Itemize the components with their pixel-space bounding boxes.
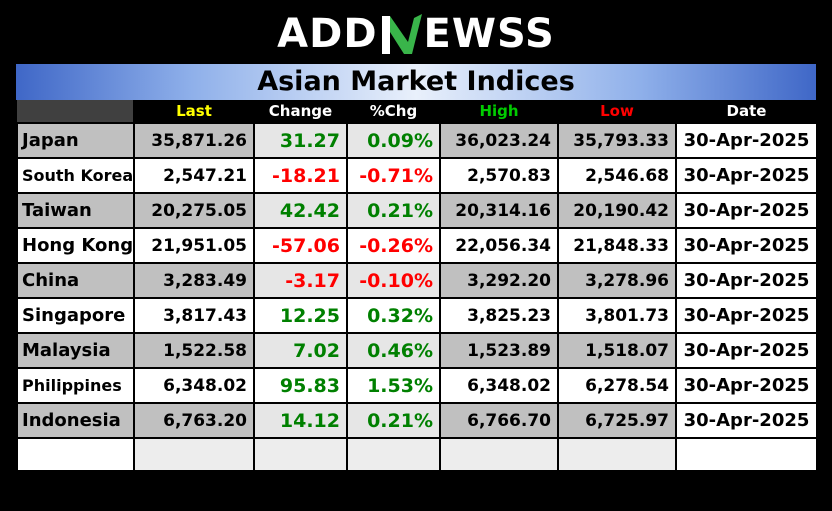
logo-text-right: EWSS <box>423 11 555 57</box>
cell-index-name: Taiwan <box>16 192 135 229</box>
table-row: South Korea 2,547.21 -18.21 -0.71% 2,570.83 2… <box>16 157 818 194</box>
cell-low: 6,278.54 <box>557 367 677 404</box>
empty-cell <box>253 437 348 472</box>
cell-date: 30-Apr-2025 <box>675 297 818 334</box>
cell-low: 35,793.33 <box>557 122 677 159</box>
header-low: Low <box>558 100 677 123</box>
cell-date: 30-Apr-2025 <box>675 192 818 229</box>
cell-last: 20,275.05 <box>133 192 255 229</box>
table-row: Indonesia 6,763.20 14.12 0.21% 6,766.70 6,725… <box>16 402 818 439</box>
table-row: Taiwan 20,275.05 42.42 0.21% 20,314.16 20,190… <box>16 192 818 229</box>
empty-cell <box>16 437 135 472</box>
cell-date: 30-Apr-2025 <box>675 262 818 299</box>
logo-text-left: ADD <box>277 11 378 57</box>
cell-date: 30-Apr-2025 <box>675 402 818 439</box>
table-title: Asian Market Indices <box>16 64 816 100</box>
empty-cell <box>675 437 818 472</box>
cell-last: 6,348.02 <box>133 367 255 404</box>
cell-pct-change: -0.26% <box>346 227 441 264</box>
cell-index-name: Philippines <box>16 367 135 404</box>
cell-pct-change: -0.10% <box>346 262 441 299</box>
cell-low: 3,801.73 <box>557 297 677 334</box>
cell-low: 6,725.97 <box>557 402 677 439</box>
cell-change: 14.12 <box>253 402 348 439</box>
empty-cell <box>439 437 559 472</box>
empty-cell <box>557 437 677 472</box>
cell-high: 20,314.16 <box>439 192 559 229</box>
cell-last: 35,871.26 <box>133 122 255 159</box>
cell-change: -18.21 <box>253 157 348 194</box>
cell-high: 2,570.83 <box>439 157 559 194</box>
cell-index-name: Indonesia <box>16 402 135 439</box>
cell-date: 30-Apr-2025 <box>675 227 818 264</box>
cell-pct-change: -0.71% <box>346 157 441 194</box>
cell-high: 36,023.24 <box>439 122 559 159</box>
cell-index-name: Malaysia <box>16 332 135 369</box>
cell-last: 3,283.49 <box>133 262 255 299</box>
cell-high: 3,825.23 <box>439 297 559 334</box>
cell-change: 7.02 <box>253 332 348 369</box>
header-high: High <box>440 100 559 123</box>
cell-index-name: China <box>16 262 135 299</box>
cell-last: 21,951.05 <box>133 227 255 264</box>
indices-table: Last Change %Chg High Low Date Japan 35,8… <box>16 100 818 472</box>
header-change: Change <box>254 100 348 123</box>
cell-change: 95.83 <box>253 367 348 404</box>
cell-date: 30-Apr-2025 <box>675 157 818 194</box>
cell-pct-change: 0.46% <box>346 332 441 369</box>
cell-last: 3,817.43 <box>133 297 255 334</box>
cell-change: 42.42 <box>253 192 348 229</box>
table-row: Philippines 6,348.02 95.83 1.53% 6,348.02 6,2… <box>16 367 818 404</box>
cell-low: 20,190.42 <box>557 192 677 229</box>
cell-date: 30-Apr-2025 <box>675 332 818 369</box>
cell-pct-change: 0.09% <box>346 122 441 159</box>
table-row: Hong Kong 21,951.05 -57.06 -0.26% 22,056.34 2… <box>16 227 818 264</box>
header-last: Last <box>134 100 255 123</box>
cell-last: 2,547.21 <box>133 157 255 194</box>
cell-high: 22,056.34 <box>439 227 559 264</box>
empty-cell <box>133 437 255 472</box>
cell-high: 1,523.89 <box>439 332 559 369</box>
header-pct-change: %Chg <box>347 100 441 123</box>
empty-cell <box>346 437 441 472</box>
header-corner <box>17 100 135 123</box>
cell-index-name: Hong Kong <box>16 227 135 264</box>
addnewss-logo: ADD EWSS <box>0 4 832 64</box>
cell-change: -3.17 <box>253 262 348 299</box>
cell-pct-change: 0.32% <box>346 297 441 334</box>
cell-high: 6,766.70 <box>439 402 559 439</box>
table-body: Japan 35,871.26 31.27 0.09% 36,023.24 35,793.… <box>16 122 818 472</box>
cell-index-name: Singapore <box>16 297 135 334</box>
cell-index-name: Japan <box>16 122 135 159</box>
cell-low: 21,848.33 <box>557 227 677 264</box>
cell-pct-change: 1.53% <box>346 367 441 404</box>
cell-low: 3,278.96 <box>557 262 677 299</box>
logo-n-icon <box>378 4 424 64</box>
cell-date: 30-Apr-2025 <box>675 367 818 404</box>
header-date: Date <box>676 100 818 123</box>
cell-pct-change: 0.21% <box>346 402 441 439</box>
cell-index-name: South Korea <box>16 157 135 194</box>
table-row: Japan 35,871.26 31.27 0.09% 36,023.24 35,793.… <box>16 122 818 159</box>
cell-change: -57.06 <box>253 227 348 264</box>
table-row: Singapore 3,817.43 12.25 0.32% 3,825.23 3,801… <box>16 297 818 334</box>
empty-row <box>16 437 818 472</box>
cell-high: 6,348.02 <box>439 367 559 404</box>
cell-change: 31.27 <box>253 122 348 159</box>
cell-last: 6,763.20 <box>133 402 255 439</box>
cell-date: 30-Apr-2025 <box>675 122 818 159</box>
cell-low: 2,546.68 <box>557 157 677 194</box>
cell-low: 1,518.07 <box>557 332 677 369</box>
table-row: China 3,283.49 -3.17 -0.10% 3,292.20 3,278.96… <box>16 262 818 299</box>
header-row: Last Change %Chg High Low Date <box>17 100 818 123</box>
cell-pct-change: 0.21% <box>346 192 441 229</box>
cell-high: 3,292.20 <box>439 262 559 299</box>
cell-last: 1,522.58 <box>133 332 255 369</box>
table-row: Malaysia 1,522.58 7.02 0.46% 1,523.89 1,518.0… <box>16 332 818 369</box>
cell-change: 12.25 <box>253 297 348 334</box>
